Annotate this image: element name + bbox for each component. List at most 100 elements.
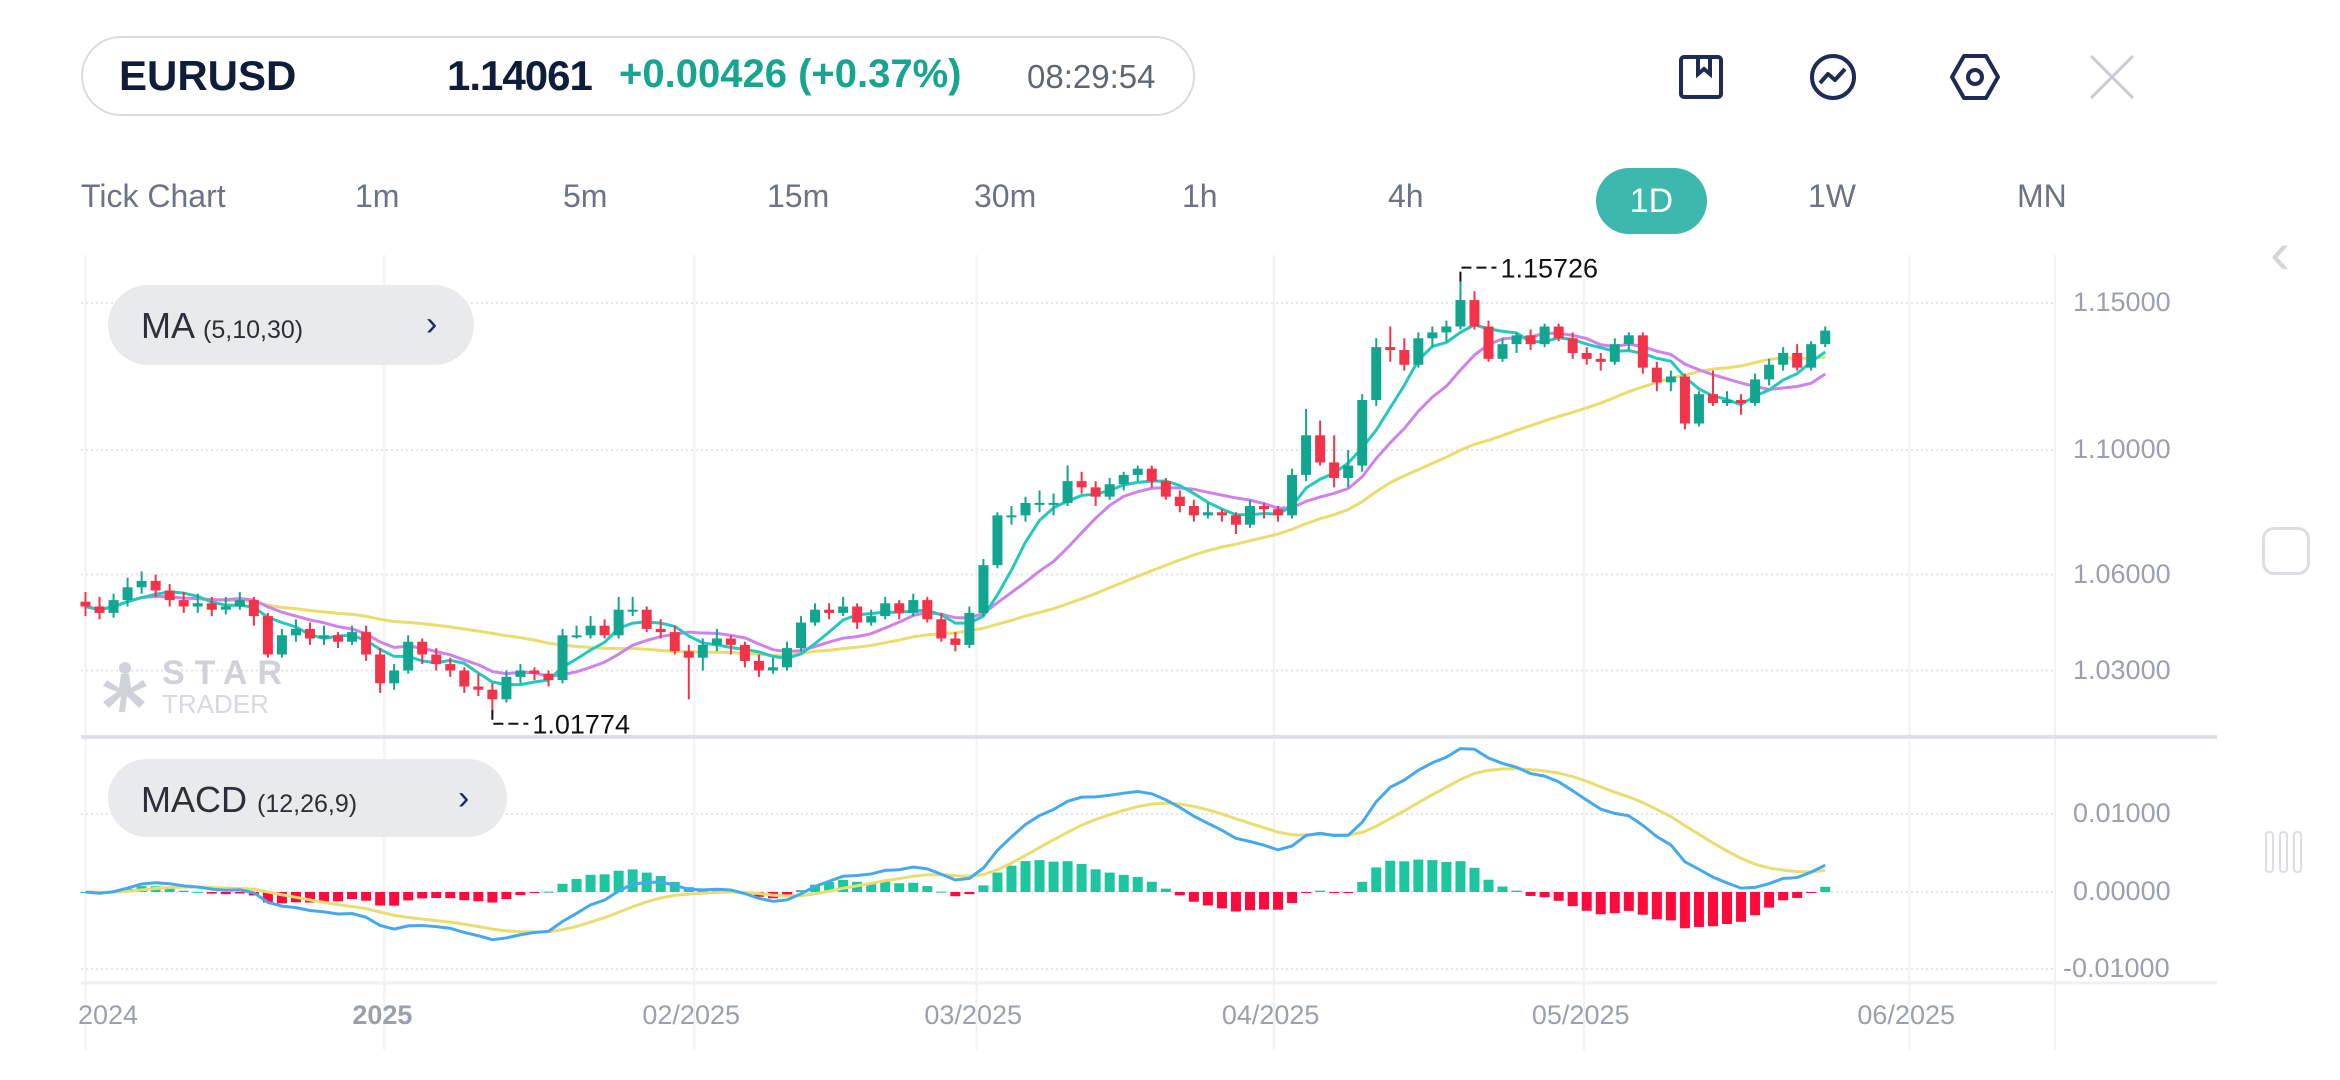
macd-histogram-bar (1357, 881, 1368, 892)
fullscreen-icon[interactable] (2262, 527, 2310, 575)
candle-body (1329, 462, 1340, 479)
timeframe-30m[interactable]: 30m (974, 178, 1037, 214)
candle (1511, 332, 1522, 353)
timeframe-tick-chart[interactable]: Tick Chart (81, 178, 226, 214)
symbol-header[interactable]: EURUSD 1.14061 +0.00426 (+0.37%) 08:29:5… (81, 36, 1195, 116)
candle (80, 592, 91, 617)
candle (234, 592, 245, 610)
symbol-name: EURUSD (119, 52, 297, 99)
macd-histogram-bar (234, 892, 245, 894)
macd-histogram-bar (543, 891, 554, 893)
candle-body (1315, 435, 1326, 463)
candle (1665, 370, 1676, 392)
candle (108, 593, 119, 618)
date-tick-label: 2025 (352, 1000, 413, 1030)
candle-body (1792, 352, 1803, 368)
timeframe-1w[interactable]: 1W (1808, 178, 1856, 214)
candle (1244, 499, 1255, 528)
macd-histogram-bar (1806, 892, 1817, 893)
candle-body (487, 689, 498, 700)
candle (94, 596, 105, 620)
candle (1118, 471, 1129, 491)
macd-histogram-bar (1329, 892, 1340, 893)
timeframe-4h[interactable]: 4h (1388, 178, 1424, 214)
candle (1202, 502, 1213, 519)
candle-body (894, 603, 905, 613)
candle (543, 670, 554, 687)
indicator-icon[interactable] (1808, 52, 1858, 102)
candle (585, 616, 596, 639)
timeframe-1m[interactable]: 1m (355, 178, 400, 214)
macd-histogram-bar (1820, 886, 1831, 892)
candle-body (810, 609, 821, 623)
price-tick-label: 1.10000 (2073, 434, 2171, 464)
timeframe-15m[interactable]: 15m (767, 178, 830, 214)
date-tick-label: 03/2025 (924, 1000, 1022, 1030)
candle (1048, 493, 1059, 516)
macd-histogram-bar (1132, 876, 1143, 892)
timeframe-5m[interactable]: 5m (563, 178, 608, 214)
candle (1413, 332, 1424, 368)
macd-histogram-bar (347, 892, 358, 900)
high-marker-line (1459, 266, 1497, 282)
ma-indicator-pill[interactable]: MA (5,10,30) › (108, 285, 474, 365)
macd-histogram-bar (501, 892, 512, 900)
timeframe-1h[interactable]: 1h (1182, 178, 1218, 214)
candle (1371, 338, 1382, 406)
bookmark-icon[interactable] (1676, 52, 1726, 102)
timeframe-1d[interactable]: 1D (1596, 168, 1707, 234)
macd-histogram-bar (375, 892, 386, 906)
candle (1399, 338, 1410, 371)
candle (1623, 332, 1634, 351)
candle-body (1483, 326, 1494, 359)
candle-body (290, 628, 301, 636)
candle (908, 593, 919, 617)
chevron-left-icon[interactable]: ‹ (2270, 219, 2290, 286)
candle-body (1651, 367, 1662, 383)
ma10-line (85, 331, 1827, 679)
macd-histogram-bar (796, 890, 807, 892)
settings-icon[interactable] (1949, 52, 2000, 102)
candle-body (136, 580, 147, 588)
candle (1146, 465, 1157, 488)
candle-body (1118, 474, 1129, 485)
macd-indicator-pill[interactable]: MACD (12,26,9) › (108, 759, 507, 837)
candle (262, 612, 273, 658)
candle (992, 512, 1003, 569)
macd-histogram-bar (627, 869, 638, 892)
candle-body (739, 644, 750, 661)
candle (1455, 281, 1466, 330)
macd-histogram-bar (473, 892, 484, 902)
candle-body (1287, 474, 1298, 516)
candle-body (922, 600, 933, 620)
close-icon[interactable] (2087, 52, 2137, 102)
drag-handle-icon[interactable] (2264, 830, 2304, 874)
candle (375, 648, 386, 693)
candle (1188, 499, 1199, 522)
candle-body (1230, 515, 1241, 525)
candle (739, 641, 750, 668)
timeframe-mn[interactable]: MN (2017, 178, 2067, 214)
ma5-line (85, 323, 1827, 687)
candle (641, 606, 652, 633)
candle (403, 635, 414, 674)
candle-body (1665, 376, 1676, 383)
macd-histogram-bar (1230, 892, 1241, 912)
candle (1679, 373, 1690, 430)
candle-body (1497, 344, 1508, 359)
macd-histogram-bar (1693, 892, 1704, 927)
candle-body (571, 635, 582, 638)
candle (1174, 490, 1185, 513)
candle-body (1132, 468, 1143, 475)
macd-histogram-bar (1034, 860, 1045, 892)
candle-body (1385, 347, 1396, 351)
candle-body (1511, 335, 1522, 345)
candle-body (753, 660, 764, 671)
macd-histogram-bar (220, 892, 231, 895)
macd-histogram-bar (1216, 892, 1227, 909)
macd-histogram-bar (206, 892, 217, 894)
candle-body (1174, 496, 1185, 507)
macd-histogram-bar (880, 881, 891, 892)
candle-body (1693, 394, 1704, 424)
